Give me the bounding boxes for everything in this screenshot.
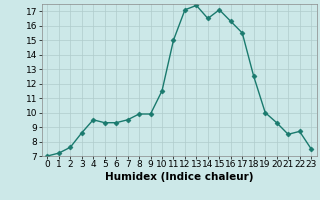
X-axis label: Humidex (Indice chaleur): Humidex (Indice chaleur) — [105, 172, 253, 182]
